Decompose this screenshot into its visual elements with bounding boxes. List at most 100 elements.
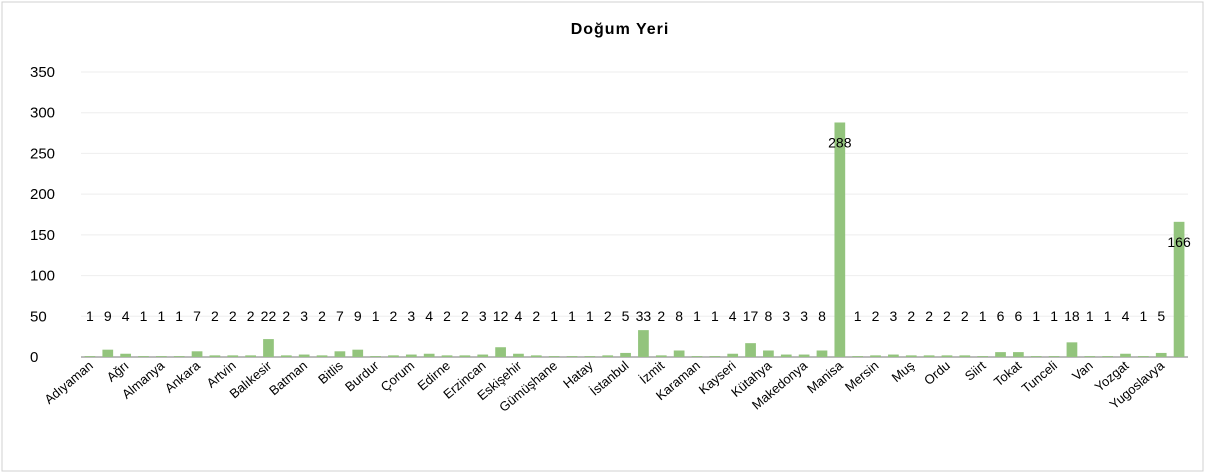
data-label: 1 bbox=[86, 308, 94, 324]
bar bbox=[602, 355, 614, 357]
data-label: 1 bbox=[175, 308, 183, 324]
bar bbox=[513, 353, 524, 357]
y-tick-label: 250 bbox=[30, 145, 55, 162]
bar bbox=[888, 354, 899, 357]
data-label: 17 bbox=[743, 308, 759, 324]
bar bbox=[798, 354, 810, 357]
data-label: 1 bbox=[1050, 308, 1058, 324]
data-label: 2 bbox=[961, 308, 969, 324]
data-label: 8 bbox=[765, 308, 773, 324]
data-label: 3 bbox=[782, 308, 790, 324]
bar bbox=[477, 354, 489, 357]
y-tick-label: 100 bbox=[30, 268, 55, 285]
data-label: 5 bbox=[1157, 308, 1165, 324]
bar bbox=[1102, 356, 1114, 357]
data-label: 2 bbox=[907, 308, 915, 324]
bar bbox=[709, 356, 721, 357]
data-label: 4 bbox=[122, 308, 130, 324]
data-label: 9 bbox=[354, 308, 362, 324]
bar bbox=[1138, 356, 1149, 357]
data-label: 2 bbox=[604, 308, 612, 324]
data-label: 4 bbox=[729, 308, 737, 324]
bar bbox=[870, 355, 881, 357]
bar bbox=[977, 356, 989, 357]
bar bbox=[1013, 352, 1024, 357]
bar bbox=[209, 355, 221, 357]
data-label: 4 bbox=[425, 308, 433, 324]
bar bbox=[620, 352, 631, 357]
data-label: 18 bbox=[1064, 308, 1080, 324]
bar bbox=[1173, 221, 1185, 357]
bar bbox=[941, 355, 953, 357]
bar bbox=[566, 356, 578, 357]
data-label: 1 bbox=[1139, 308, 1147, 324]
bar bbox=[1120, 353, 1131, 357]
data-label: 7 bbox=[336, 308, 344, 324]
data-label: 1 bbox=[586, 308, 594, 324]
bar bbox=[1084, 356, 1096, 357]
data-label: 166 bbox=[1167, 234, 1191, 250]
data-label: 2 bbox=[282, 308, 290, 324]
bar bbox=[905, 355, 917, 357]
data-label: 1 bbox=[157, 308, 165, 324]
data-label: 4 bbox=[1122, 308, 1130, 324]
data-label: 3 bbox=[800, 308, 808, 324]
bar bbox=[923, 355, 935, 357]
bar bbox=[727, 353, 739, 357]
bar bbox=[173, 356, 185, 357]
bar bbox=[120, 353, 131, 357]
bar bbox=[334, 351, 346, 357]
bar bbox=[155, 356, 167, 357]
bar bbox=[673, 350, 685, 357]
bar bbox=[495, 347, 506, 357]
bar bbox=[834, 122, 846, 357]
data-label: 2 bbox=[872, 308, 880, 324]
bar bbox=[316, 355, 328, 357]
data-label: 2 bbox=[943, 308, 951, 324]
bar bbox=[459, 355, 471, 357]
data-label: 1 bbox=[550, 308, 558, 324]
data-label: 3 bbox=[407, 308, 415, 324]
data-label: 2 bbox=[390, 308, 398, 324]
y-tick-label: 50 bbox=[30, 308, 47, 325]
bar bbox=[423, 353, 435, 357]
bar bbox=[530, 355, 542, 357]
bar bbox=[1030, 356, 1042, 357]
y-tick-label: 0 bbox=[30, 349, 38, 366]
y-tick-label: 200 bbox=[30, 186, 55, 203]
data-label: 5 bbox=[622, 308, 630, 324]
bar bbox=[852, 356, 864, 357]
bar bbox=[191, 351, 203, 357]
data-label: 1 bbox=[1032, 308, 1040, 324]
data-label: 2 bbox=[443, 308, 451, 324]
data-label: 2 bbox=[925, 308, 933, 324]
data-label: 1 bbox=[140, 308, 148, 324]
data-label: 22 bbox=[261, 308, 277, 324]
data-label: 3 bbox=[300, 308, 308, 324]
data-label: 2 bbox=[532, 308, 540, 324]
data-label: 33 bbox=[636, 308, 652, 324]
data-label: 2 bbox=[229, 308, 237, 324]
data-label: 2 bbox=[461, 308, 469, 324]
data-label: 8 bbox=[818, 308, 826, 324]
data-label: 1 bbox=[372, 308, 380, 324]
bar bbox=[138, 356, 149, 357]
bar bbox=[780, 354, 792, 357]
bar bbox=[102, 349, 114, 357]
bar bbox=[84, 356, 96, 357]
data-label: 1 bbox=[854, 308, 862, 324]
bar bbox=[816, 350, 828, 357]
data-label: 2 bbox=[247, 308, 255, 324]
bar bbox=[370, 356, 381, 357]
chart-title: Doğum Yeri bbox=[571, 21, 670, 38]
data-label: 3 bbox=[889, 308, 897, 324]
bar bbox=[763, 350, 774, 357]
data-label: 2 bbox=[318, 308, 326, 324]
data-label: 1 bbox=[1104, 308, 1112, 324]
bar bbox=[691, 356, 703, 357]
y-tick-label: 150 bbox=[30, 227, 55, 244]
data-label: 1 bbox=[711, 308, 719, 324]
bar bbox=[227, 355, 239, 357]
data-label: 4 bbox=[515, 308, 523, 324]
bar bbox=[263, 339, 274, 357]
